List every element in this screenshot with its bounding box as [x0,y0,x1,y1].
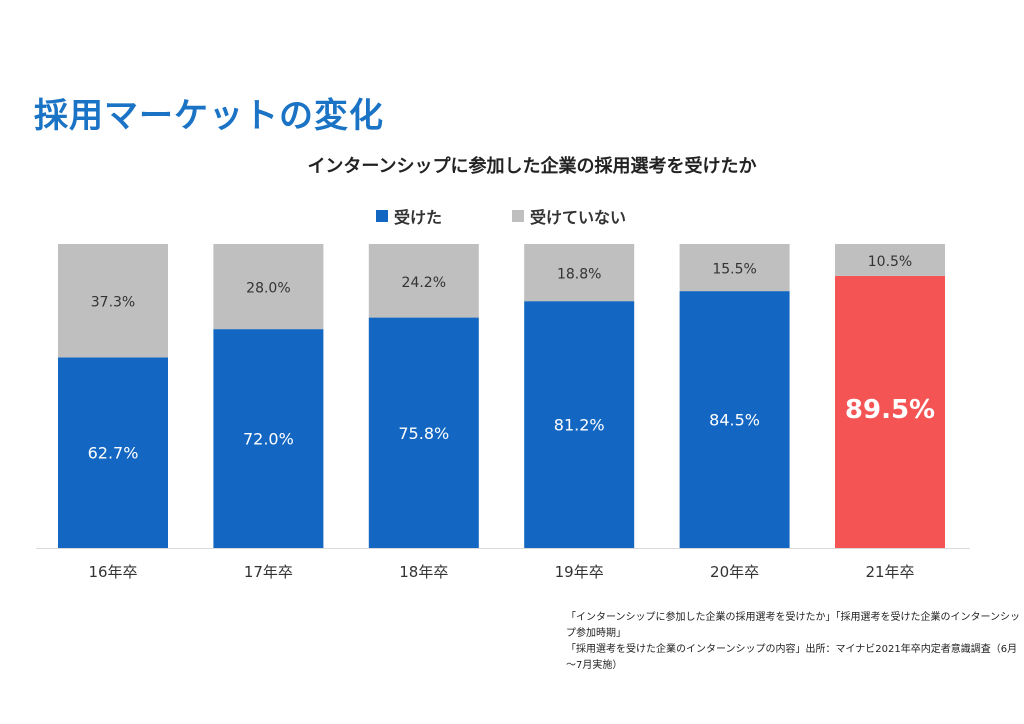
data-label-not-accepted-20: 15.5% [712,262,756,278]
bar-accepted-18 [368,317,479,548]
data-label-accepted-19: 81.2% [554,416,605,435]
legend-label-not-accepted: 受けていない [530,208,627,227]
data-label-not-accepted-18: 24.2% [402,275,446,291]
bar-not-accepted-18 [368,244,479,318]
x-tick-label-20: 20年卒 [710,563,759,581]
data-label-not-accepted-21: 10.5% [868,254,912,270]
data-label-accepted-21: 89.5% [845,395,935,425]
chart-legend: 受けた 受けていない [376,204,626,228]
data-label-not-accepted-19: 18.8% [557,267,601,283]
bar-not-accepted-20 [679,244,790,292]
bar-accepted-17 [213,329,324,548]
x-tick-label-21: 21年卒 [865,563,914,581]
source-line-2: 「採用選考を受けた企業のインターンシップの内容」出所：マイナビ2021年卒内定者… [566,644,1018,671]
legend-item-not-accepted: 受けていない [512,204,626,228]
source-line-1: 「インターンシップに参加した企業の採用選考を受けたか」「採用選考を受けた企業のイ… [566,612,1020,639]
page-title: 採用マーケットの変化 [34,96,384,136]
legend-label-accepted: 受けた [394,208,443,227]
bar-accepted-16 [58,357,168,548]
x-tick-label-17: 17年卒 [244,563,293,581]
bar-accepted-19 [524,301,635,548]
x-tick-label-18: 18年卒 [399,563,448,581]
bar-not-accepted-19 [524,244,635,302]
data-label-accepted-16: 62.7% [88,444,139,463]
data-label-accepted-20: 84.5% [709,411,760,430]
data-label-not-accepted-16: 37.3% [91,295,135,311]
data-label-accepted-18: 75.8% [398,424,449,443]
chart-title: インターンシップに参加した企業の採用選考を受けたか [307,156,757,177]
bar-not-accepted-21 [835,244,945,276]
bar-not-accepted-17 [213,244,324,330]
source-note: 「インターンシップに参加した企業の採用選考を受けたか」「採用選考を受けた企業のイ… [566,610,1024,674]
x-tick-label-19: 19年卒 [555,563,604,581]
bar-accepted-20 [679,291,790,548]
data-label-not-accepted-17: 28.0% [246,281,290,297]
legend-swatch-not-accepted [512,210,525,222]
data-label-accepted-17: 72.0% [243,430,294,449]
x-tick-label-16: 16年卒 [88,563,137,581]
bar-not-accepted-16 [58,244,168,358]
legend-swatch-accepted [376,210,388,222]
legend-item-accepted: 受けた [376,204,442,228]
bar-accepted-21 [835,275,945,548]
